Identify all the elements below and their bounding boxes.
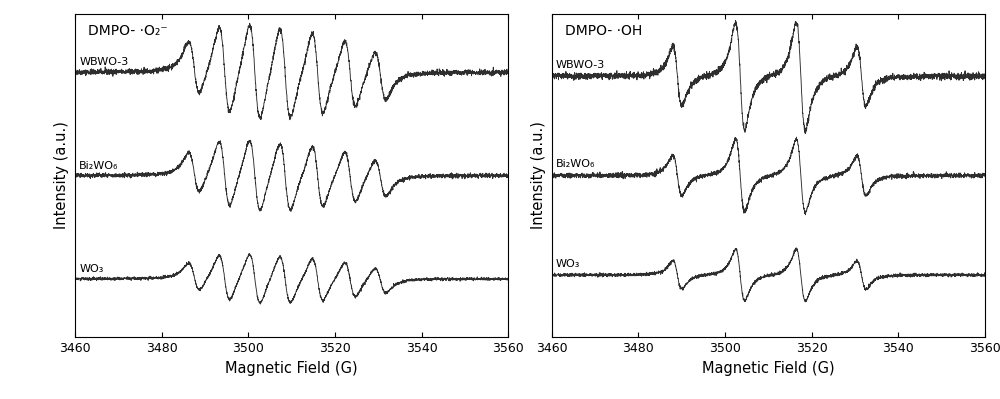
X-axis label: Magnetic Field (G): Magnetic Field (G) [702,361,835,375]
Text: Bi₂WO₆: Bi₂WO₆ [79,160,119,170]
Text: WO₃: WO₃ [556,259,580,269]
Y-axis label: Intensity (a.u.): Intensity (a.u.) [54,122,69,229]
Text: WBWO-3: WBWO-3 [79,57,129,67]
Text: DMPO- ·O₂⁻: DMPO- ·O₂⁻ [88,24,168,38]
Text: Bi₂WO₆: Bi₂WO₆ [556,159,595,169]
Text: WBWO-3: WBWO-3 [556,60,605,70]
Text: DMPO- ·OH: DMPO- ·OH [565,24,642,38]
Text: WO₃: WO₃ [79,264,104,274]
Y-axis label: Intensity (a.u.): Intensity (a.u.) [531,122,546,229]
X-axis label: Magnetic Field (G): Magnetic Field (G) [225,361,358,375]
